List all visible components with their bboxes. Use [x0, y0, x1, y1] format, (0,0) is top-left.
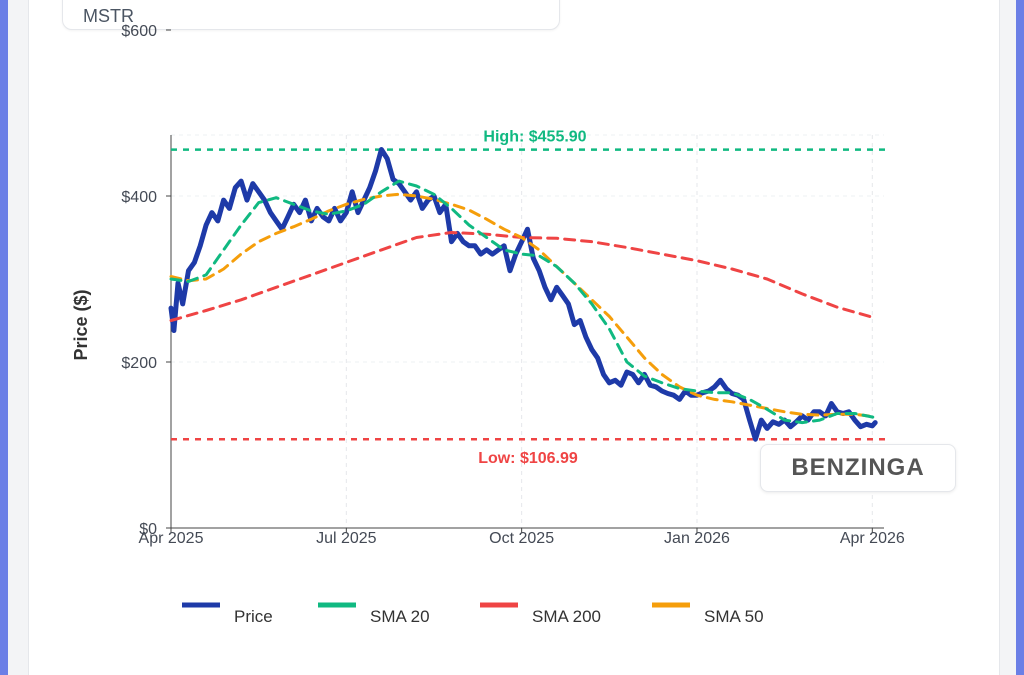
y-tick-label: $400: [121, 189, 157, 206]
ticker-box: MSTR: [62, 0, 560, 30]
benzinga-watermark: BENZINGA: [760, 444, 956, 492]
low-label: Low: $106.99: [478, 450, 578, 467]
x-tick-label: Oct 2025: [489, 530, 554, 547]
x-tick-label: Jan 2026: [664, 530, 730, 547]
chart-card: [28, 0, 1000, 675]
y-tick-label: $0: [139, 521, 157, 538]
x-tick-label: Apr 2025: [139, 530, 204, 547]
x-tick-label: Jul 2025: [316, 530, 377, 547]
legend-label: SMA 200: [532, 607, 601, 626]
series-line-sma-50: [169, 192, 877, 419]
ticker-symbol: MSTR: [83, 6, 134, 26]
legend-label: SMA 50: [704, 607, 764, 626]
y-axis-label: Price ($): [71, 289, 91, 360]
high-label: High: $455.90: [483, 129, 586, 146]
legend-label: SMA 20: [370, 607, 430, 626]
series-line-sma-20: [169, 179, 877, 425]
series-line-price: [168, 147, 878, 442]
x-tick-label: Apr 2026: [840, 530, 905, 547]
page-background: [8, 0, 1016, 675]
series-line-sma-200: [169, 231, 877, 322]
legend-label: Price: [234, 607, 273, 626]
y-tick-label: $200: [121, 355, 157, 372]
y-tick-label: $600: [121, 23, 157, 40]
